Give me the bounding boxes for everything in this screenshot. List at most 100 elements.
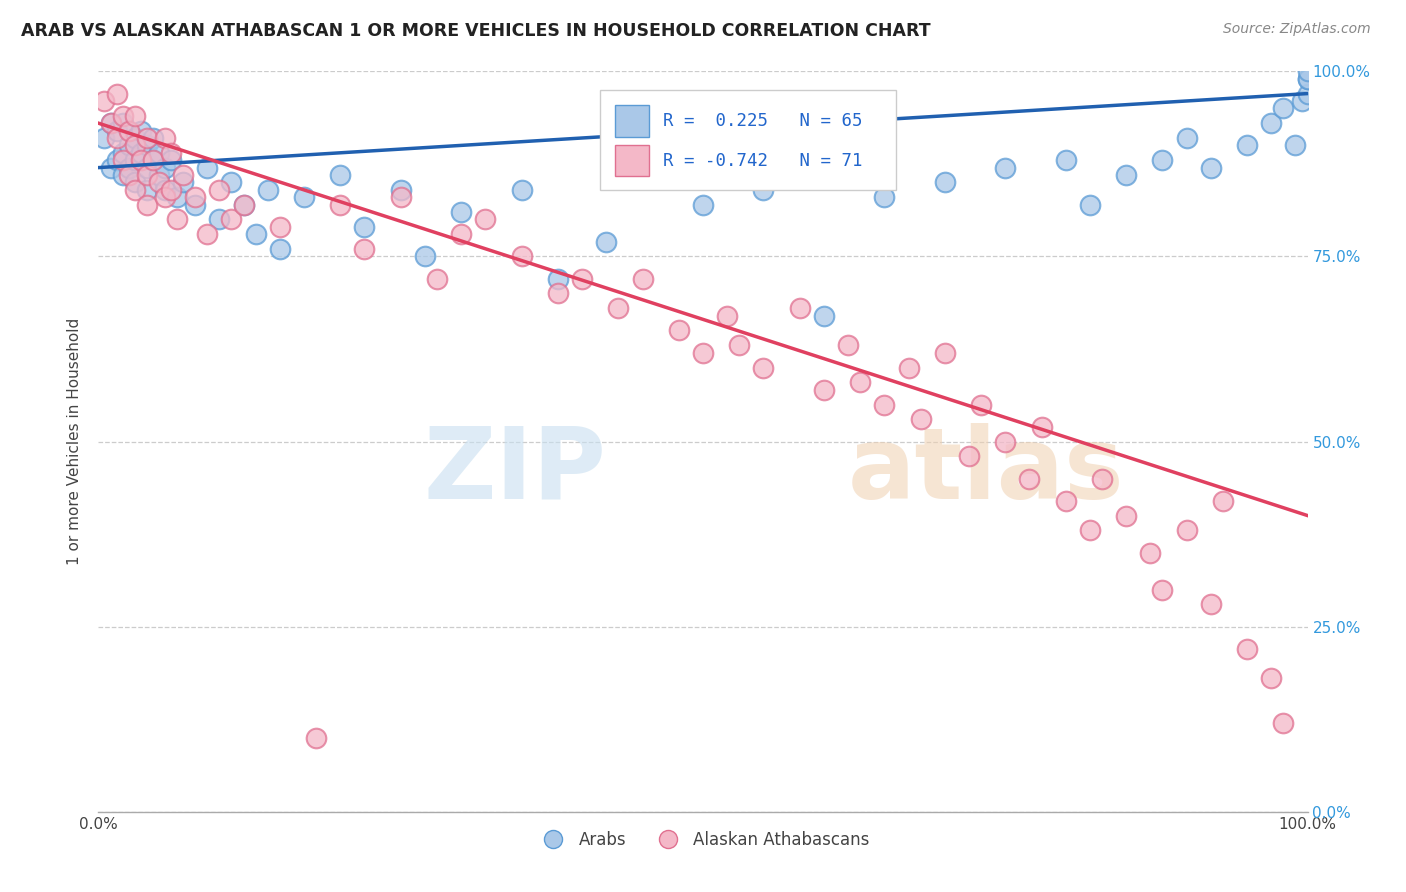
- Point: [692, 197, 714, 211]
- Bar: [614, 105, 648, 136]
- Point: [221, 175, 243, 190]
- Point: [813, 309, 835, 323]
- Point: [245, 227, 267, 242]
- Point: [1236, 138, 1258, 153]
- Point: [1091, 471, 1114, 485]
- Point: [208, 212, 231, 227]
- Point: [1296, 87, 1319, 101]
- Point: [1296, 71, 1319, 86]
- Point: [142, 153, 165, 168]
- Legend: Arabs, Alaskan Athabascans: Arabs, Alaskan Athabascans: [530, 824, 876, 855]
- Point: [1018, 471, 1040, 485]
- Point: [789, 301, 811, 316]
- Point: [631, 271, 654, 285]
- Point: [100, 161, 122, 175]
- Point: [124, 153, 146, 168]
- Point: [195, 161, 218, 175]
- Point: [1078, 197, 1101, 211]
- Point: [994, 434, 1017, 449]
- Point: [269, 219, 291, 234]
- Point: [124, 183, 146, 197]
- Point: [571, 271, 593, 285]
- Point: [135, 197, 157, 211]
- Point: [353, 242, 375, 256]
- Point: [93, 94, 115, 108]
- Point: [111, 145, 134, 160]
- Point: [166, 190, 188, 204]
- Point: [111, 168, 134, 182]
- Point: [1236, 641, 1258, 656]
- Point: [716, 309, 738, 323]
- Text: Source: ZipAtlas.com: Source: ZipAtlas.com: [1223, 22, 1371, 37]
- Point: [256, 183, 278, 197]
- Point: [970, 398, 993, 412]
- Point: [752, 183, 775, 197]
- Point: [1296, 64, 1319, 78]
- Point: [957, 450, 980, 464]
- Point: [1115, 168, 1137, 182]
- Point: [897, 360, 920, 375]
- Point: [111, 116, 134, 130]
- Point: [1115, 508, 1137, 523]
- Point: [426, 271, 449, 285]
- Point: [172, 168, 194, 182]
- Point: [1291, 94, 1313, 108]
- Point: [994, 161, 1017, 175]
- Point: [1054, 153, 1077, 168]
- Point: [221, 212, 243, 227]
- Text: R = -0.742   N = 71: R = -0.742 N = 71: [664, 152, 863, 170]
- Point: [118, 161, 141, 175]
- Point: [153, 190, 176, 204]
- Point: [135, 161, 157, 175]
- Point: [111, 109, 134, 123]
- Point: [1152, 582, 1174, 597]
- Point: [135, 183, 157, 197]
- Point: [160, 153, 183, 168]
- Point: [100, 116, 122, 130]
- Point: [389, 183, 412, 197]
- Point: [142, 131, 165, 145]
- Point: [105, 123, 128, 137]
- Point: [1272, 715, 1295, 730]
- Point: [105, 87, 128, 101]
- Point: [1212, 493, 1234, 508]
- Point: [160, 183, 183, 197]
- Point: [450, 205, 472, 219]
- Point: [1260, 116, 1282, 130]
- Y-axis label: 1 or more Vehicles in Household: 1 or more Vehicles in Household: [67, 318, 83, 566]
- Point: [124, 131, 146, 145]
- Point: [934, 345, 956, 359]
- Point: [547, 271, 569, 285]
- Point: [129, 123, 152, 137]
- Point: [269, 242, 291, 256]
- Point: [135, 168, 157, 182]
- Point: [93, 131, 115, 145]
- Point: [124, 138, 146, 153]
- Point: [129, 145, 152, 160]
- Point: [111, 153, 134, 168]
- Point: [105, 131, 128, 145]
- Point: [1284, 138, 1306, 153]
- Point: [148, 175, 170, 190]
- Bar: [614, 145, 648, 177]
- Point: [547, 286, 569, 301]
- Point: [148, 168, 170, 182]
- Point: [837, 338, 859, 352]
- Point: [728, 338, 751, 352]
- Point: [148, 145, 170, 160]
- Text: atlas: atlas: [848, 423, 1125, 520]
- Point: [172, 175, 194, 190]
- Point: [1139, 546, 1161, 560]
- Point: [129, 153, 152, 168]
- Point: [100, 116, 122, 130]
- Point: [153, 183, 176, 197]
- Point: [135, 131, 157, 145]
- Point: [1272, 102, 1295, 116]
- Point: [910, 412, 932, 426]
- Bar: [600, 90, 897, 190]
- Point: [1260, 672, 1282, 686]
- Point: [607, 301, 630, 316]
- Point: [1199, 598, 1222, 612]
- Point: [105, 153, 128, 168]
- Point: [329, 168, 352, 182]
